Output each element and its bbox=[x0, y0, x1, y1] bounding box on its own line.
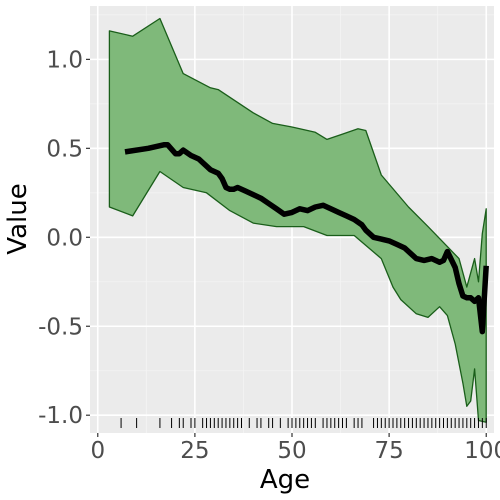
rug-layer bbox=[120, 418, 487, 428]
x-tick-label: 25 bbox=[180, 438, 209, 464]
x-tick-label: 50 bbox=[277, 438, 306, 464]
x-tick-label: 100 bbox=[464, 438, 500, 464]
x-axis-ticks: 0 25 50 75 100 bbox=[90, 433, 500, 464]
y-tick-label: -0.5 bbox=[38, 314, 83, 340]
mean-line bbox=[124, 142, 489, 335]
y-tick-label: 0.0 bbox=[46, 225, 83, 251]
y-tick-label: 0.5 bbox=[46, 136, 83, 162]
y-tick-label: 1.0 bbox=[46, 47, 83, 73]
x-tick-label: 0 bbox=[90, 438, 105, 464]
x-tick-label: 75 bbox=[374, 438, 403, 464]
y-tick-label: -1.0 bbox=[38, 403, 83, 429]
y-axis-title: Value bbox=[3, 183, 33, 254]
line-layer bbox=[124, 142, 489, 335]
x-axis-title: Age bbox=[260, 465, 310, 495]
y-axis-ticks: -1.0 -0.5 0.0 0.5 1.0 bbox=[38, 47, 90, 429]
